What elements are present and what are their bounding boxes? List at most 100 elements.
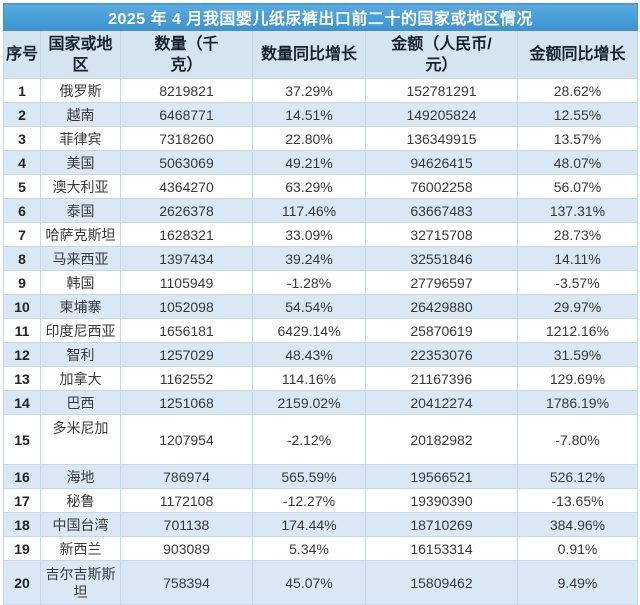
cell-quantity-yoy: 39.24%	[252, 246, 366, 271]
cell-country: 巴西	[40, 390, 121, 415]
cell-quantity-yoy: -2.12%	[252, 414, 366, 465]
cell-country: 中国台湾	[40, 512, 121, 537]
table-row: 3 菲律宾 7318260 22.80% 136349915 13.57%	[3, 126, 638, 151]
cell-rank: 7	[3, 222, 41, 247]
cell-rank: 10	[3, 294, 41, 319]
table-body: 1 俄罗斯 8219821 37.29% 152781291 28.62% 2 越南 64687…	[3, 78, 638, 605]
table-row: 8 马来西亚 1397434 39.24% 32551846 14.11%	[3, 246, 638, 271]
cell-quantity: 1052098	[120, 294, 253, 319]
cell-amount: 16153314	[365, 536, 518, 561]
cell-quantity-yoy: 174.44%	[252, 512, 366, 537]
cell-rank: 9	[3, 270, 41, 295]
column-header-rank-label: 序号	[6, 46, 39, 64]
table-row: 12 智利 1257029 48.43% 22353076 31.59%	[3, 342, 638, 367]
cell-rank: 15	[3, 414, 41, 465]
column-header-quantity: 数量（千克）	[120, 30, 253, 79]
cell-amount: 20182982	[365, 414, 518, 465]
cell-quantity-yoy: 37.29%	[252, 78, 366, 103]
cell-quantity-yoy: 49.21%	[252, 150, 366, 175]
table-row: 18 中国台湾 701138 174.44% 18710269 384.96%	[3, 512, 638, 537]
cell-amount-yoy: 13.57%	[517, 126, 638, 151]
cell-quantity: 758394	[120, 560, 253, 605]
cell-quantity-yoy: 2159.02%	[252, 390, 366, 415]
cell-country: 吉尔吉斯斯坦	[40, 560, 121, 605]
cell-amount-yoy: 9.49%	[517, 560, 638, 605]
cell-amount: 19390390	[365, 488, 518, 513]
column-header-amount-yoy-label: 金额同比增长	[529, 46, 626, 64]
cell-country: 哈萨克斯坦	[40, 222, 121, 247]
table-row: 19 新西兰 903089 5.34% 16153314 0.91%	[3, 536, 638, 561]
table-row: 13 加拿大 1162552 114.16% 21167396 129.69%	[3, 366, 638, 391]
cell-amount-yoy: -3.57%	[517, 270, 638, 295]
table-row: 11 印度尼西亚 1656181 6429.14% 25870619 1212.16%	[3, 318, 638, 343]
cell-amount-yoy: -13.65%	[517, 488, 638, 513]
cell-rank: 19	[3, 536, 41, 561]
column-header-amount-yoy: 金额同比增长	[517, 30, 638, 79]
cell-quantity-yoy: 33.09%	[252, 222, 366, 247]
cell-rank: 6	[3, 198, 41, 223]
table-row: 6 泰国 2626378 117.46% 63667483 137.31%	[3, 198, 638, 223]
cell-quantity: 786974	[120, 464, 253, 489]
cell-amount-yoy: 12.55%	[517, 102, 638, 127]
cell-quantity: 1251068	[120, 390, 253, 415]
cell-amount: 25870619	[365, 318, 518, 343]
cell-quantity-yoy: 6429.14%	[252, 318, 366, 343]
table-row: 7 哈萨克斯坦 1628321 33.09% 32715708 28.73%	[3, 222, 638, 247]
cell-country: 泰国	[40, 198, 121, 223]
cell-quantity-yoy: 565.59%	[252, 464, 366, 489]
cell-amount-yoy: 48.07%	[517, 150, 638, 175]
cell-amount: 18710269	[365, 512, 518, 537]
cell-country: 菲律宾	[40, 126, 121, 151]
table-row: 15 多米尼加 1207954 -2.12% 20182982 -7.80%	[3, 414, 638, 465]
cell-quantity: 1656181	[120, 318, 253, 343]
cell-quantity: 2626378	[120, 198, 253, 223]
cell-amount-yoy: -7.80%	[517, 414, 638, 465]
cell-amount: 22353076	[365, 342, 518, 367]
cell-country: 马来西亚	[40, 246, 121, 271]
cell-rank: 20	[3, 560, 41, 605]
cell-amount-yoy: 1786.19%	[517, 390, 638, 415]
cell-amount: 76002258	[365, 174, 518, 199]
cell-country: 柬埔寨	[40, 294, 121, 319]
cell-amount-yoy: 28.73%	[517, 222, 638, 247]
cell-quantity-yoy: 22.80%	[252, 126, 366, 151]
cell-amount: 152781291	[365, 78, 518, 103]
cell-amount: 94626415	[365, 150, 518, 175]
cell-amount-yoy: 526.12%	[517, 464, 638, 489]
table-title-row: 2025 年 4 月我国婴儿纸尿裤出口前二十的国家或地区情况	[3, 3, 638, 31]
cell-country: 俄罗斯	[40, 78, 121, 103]
table-row: 9 韩国 1105949 -1.28% 27796597 -3.57%	[3, 270, 638, 295]
cell-rank: 11	[3, 318, 41, 343]
cell-quantity-yoy: -1.28%	[252, 270, 366, 295]
cell-country: 印度尼西亚	[40, 318, 121, 343]
cell-quantity: 5063069	[120, 150, 253, 175]
cell-quantity: 1257029	[120, 342, 253, 367]
cell-quantity: 7318260	[120, 126, 253, 151]
cell-quantity: 1397434	[120, 246, 253, 271]
cell-country: 新西兰	[40, 536, 121, 561]
column-header-quantity-yoy-label: 数量同比增长	[260, 46, 357, 64]
cell-country: 韩国	[40, 270, 121, 295]
cell-rank: 13	[3, 366, 41, 391]
cell-rank: 18	[3, 512, 41, 537]
table-row: 14 巴西 1251068 2159.02% 20412274 1786.19%	[3, 390, 638, 415]
cell-quantity: 903089	[120, 536, 253, 561]
cell-amount-yoy: 29.97%	[517, 294, 638, 319]
cell-amount: 32715708	[365, 222, 518, 247]
cell-amount-yoy: 1212.16%	[517, 318, 638, 343]
cell-quantity: 701138	[120, 512, 253, 537]
cell-amount: 15809462	[365, 560, 518, 605]
column-header-country: 国家或地区	[40, 30, 121, 79]
table-row: 1 俄罗斯 8219821 37.29% 152781291 28.62%	[3, 78, 638, 103]
cell-country: 加拿大	[40, 366, 121, 391]
cell-amount: 20412274	[365, 390, 518, 415]
cell-rank: 12	[3, 342, 41, 367]
table-title: 2025 年 4 月我国婴儿纸尿裤出口前二十的国家或地区情况	[3, 3, 638, 31]
column-header-country-label: 国家或地区	[48, 35, 113, 74]
cell-quantity: 1162552	[120, 366, 253, 391]
cell-rank: 4	[3, 150, 41, 175]
cell-quantity: 1207954	[120, 414, 253, 465]
cell-amount-yoy: 14.11%	[517, 246, 638, 271]
cell-rank: 8	[3, 246, 41, 271]
table-row: 5 澳大利亚 4364270 63.29% 76002258 56.07%	[3, 174, 638, 199]
